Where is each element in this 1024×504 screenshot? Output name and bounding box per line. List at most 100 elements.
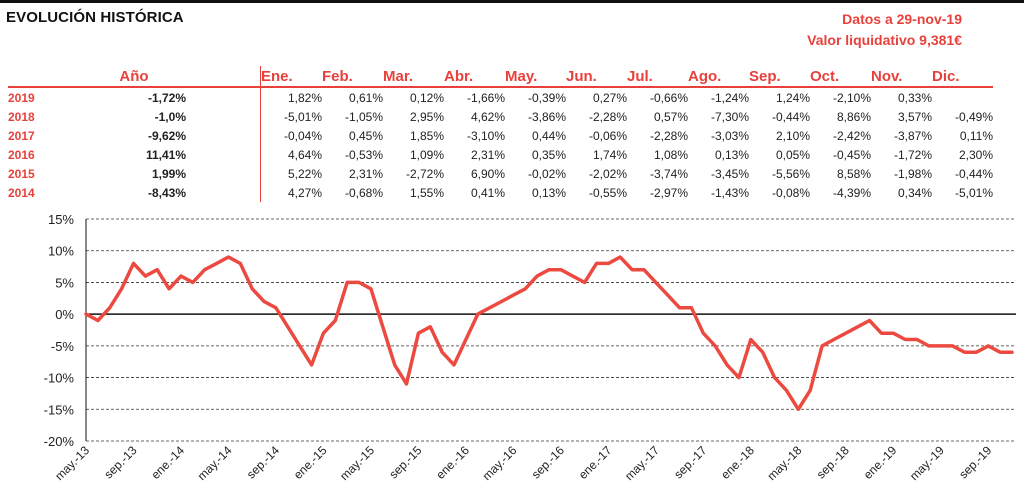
row-month-return: -1,05% bbox=[344, 109, 383, 124]
row-month-return: -2,10% bbox=[832, 90, 871, 105]
x-tick-label: may.-18 bbox=[764, 443, 804, 483]
column-separator bbox=[260, 126, 261, 145]
row-month-return: 0,12% bbox=[409, 90, 444, 105]
y-tick-label: -10% bbox=[44, 371, 75, 386]
row-month-return: -5,56% bbox=[771, 166, 810, 181]
row-month-return: -5,01% bbox=[954, 185, 993, 200]
date-label: Datos a 29-nov-19 bbox=[842, 11, 962, 27]
row-month-return: -0,49% bbox=[954, 109, 993, 124]
row-spacer bbox=[186, 145, 261, 164]
row-month-return: -3,10% bbox=[466, 128, 505, 143]
table-row: 2017 -9,62% -0,04% 0,45% 1,85% -3,10% 0,44% -0,… bbox=[8, 126, 993, 145]
y-tick-label: -15% bbox=[44, 402, 75, 417]
x-tick-label: sep.-17 bbox=[671, 443, 709, 481]
row-month-return: 0,61% bbox=[348, 90, 383, 105]
monthly-returns-table: Año Ene. Feb. Mar. Abr. May. Jun. Jul. A… bbox=[8, 66, 993, 202]
header-month: Ene. bbox=[261, 66, 322, 88]
row-year: 2017 bbox=[8, 128, 35, 143]
x-tick-label: may.-15 bbox=[337, 443, 377, 483]
x-tick-label: ene.-16 bbox=[433, 443, 472, 482]
x-tick-label: may.-17 bbox=[622, 443, 662, 483]
row-month-return: -0,44% bbox=[771, 109, 810, 124]
row-year: 2018 bbox=[8, 109, 35, 124]
row-month-return: -0,44% bbox=[954, 166, 993, 181]
header-month: Jun. bbox=[566, 66, 627, 88]
row-month-return: 0,34% bbox=[897, 185, 932, 200]
x-tick-label: sep.-15 bbox=[386, 443, 424, 481]
row-month-return: 0,45% bbox=[348, 128, 383, 143]
x-tick-label: ene.-19 bbox=[861, 443, 900, 482]
row-month-return: 4,62% bbox=[470, 109, 505, 124]
row-month-return: 0,13% bbox=[714, 147, 749, 162]
row-month-return: 1,74% bbox=[592, 147, 627, 162]
row-month-return: -2,42% bbox=[832, 128, 871, 143]
row-month-return: -1,24% bbox=[710, 90, 749, 105]
row-month-return: 2,95% bbox=[409, 109, 444, 124]
row-month-return: -0,66% bbox=[649, 90, 688, 105]
column-separator bbox=[260, 145, 261, 164]
row-month-return: -2,28% bbox=[588, 109, 627, 124]
column-separator bbox=[260, 164, 261, 183]
row-month-return: -4,39% bbox=[832, 185, 871, 200]
row-annual-return: 1,99% bbox=[151, 166, 186, 181]
top-rule bbox=[0, 0, 1024, 3]
row-month-return: 0,44% bbox=[531, 128, 566, 143]
row-month-return: 4,64% bbox=[287, 147, 322, 162]
table-row: 2015 1,99% 5,22% 2,31% -2,72% 6,90% -0,02% -2,0… bbox=[8, 164, 993, 183]
row-month-return: 2,30% bbox=[958, 147, 993, 162]
row-month-return: 5,22% bbox=[287, 166, 322, 181]
x-tick-label: sep.-13 bbox=[101, 443, 139, 481]
x-tick-label: may.-14 bbox=[195, 443, 235, 483]
header-month: Sep. bbox=[749, 66, 810, 88]
row-annual-return: 11,41% bbox=[145, 147, 186, 162]
row-month-return bbox=[932, 87, 993, 107]
row-month-return: -2,72% bbox=[405, 166, 444, 181]
row-month-return: 0,13% bbox=[531, 185, 566, 200]
row-month-return: -0,45% bbox=[832, 147, 871, 162]
x-tick-label: sep.-18 bbox=[814, 443, 852, 481]
row-month-return: 1,55% bbox=[409, 185, 444, 200]
row-month-return: -0,39% bbox=[527, 90, 566, 105]
row-month-return: -7,30% bbox=[710, 109, 749, 124]
header-month: Oct. bbox=[810, 66, 871, 88]
row-month-return: -3,03% bbox=[710, 128, 749, 143]
row-month-return: -3,87% bbox=[893, 128, 932, 143]
x-tick-label: ene.-18 bbox=[718, 443, 757, 482]
nav-label: Valor liquidativo 9,381€ bbox=[807, 32, 962, 48]
row-month-return: -0,53% bbox=[344, 147, 383, 162]
header-year: Año bbox=[82, 66, 186, 88]
header-month: Ago. bbox=[688, 66, 749, 88]
table-row: 2016 11,41% 4,64% -0,53% 1,09% 2,31% 0,35% 1,74… bbox=[8, 145, 993, 164]
row-month-return: 1,82% bbox=[287, 90, 322, 105]
column-separator bbox=[260, 66, 261, 88]
row-month-return: -0,06% bbox=[588, 128, 627, 143]
row-month-return: 2,31% bbox=[470, 147, 505, 162]
column-separator bbox=[260, 87, 261, 107]
row-month-return: 3,57% bbox=[897, 109, 932, 124]
header-month: Jul. bbox=[627, 66, 688, 88]
x-tick-label: sep.-16 bbox=[529, 443, 567, 481]
row-month-return: -1,98% bbox=[893, 166, 932, 181]
row-annual-return: -1,0% bbox=[154, 109, 186, 124]
x-tick-label: may.-13 bbox=[52, 443, 92, 483]
header-month: Abr. bbox=[444, 66, 505, 88]
row-month-return: 0,05% bbox=[775, 147, 810, 162]
x-tick-label: sep.-19 bbox=[956, 443, 994, 481]
row-month-return: 1,08% bbox=[653, 147, 688, 162]
x-tick-label: ene.-17 bbox=[576, 443, 615, 482]
row-month-return: -2,28% bbox=[649, 128, 688, 143]
page-title: EVOLUCIÓN HISTÓRICA bbox=[6, 9, 184, 26]
row-month-return: -1,43% bbox=[710, 185, 749, 200]
row-month-return: 1,85% bbox=[409, 128, 444, 143]
row-spacer bbox=[186, 183, 261, 202]
row-month-return: 4,27% bbox=[287, 185, 322, 200]
row-spacer bbox=[186, 164, 261, 183]
row-month-return: 1,24% bbox=[775, 90, 810, 105]
performance-chart: 15%10%5%0%-5%-10%-15%-20%may.-13 sep.-13 e… bbox=[44, 212, 1016, 483]
row-annual-return: -9,62% bbox=[147, 128, 186, 143]
y-tick-label: 15% bbox=[48, 212, 74, 227]
row-month-return: 0,41% bbox=[470, 185, 505, 200]
row-month-return: -0,02% bbox=[527, 166, 566, 181]
row-month-return: -2,02% bbox=[588, 166, 627, 181]
row-month-return: -1,66% bbox=[466, 90, 505, 105]
